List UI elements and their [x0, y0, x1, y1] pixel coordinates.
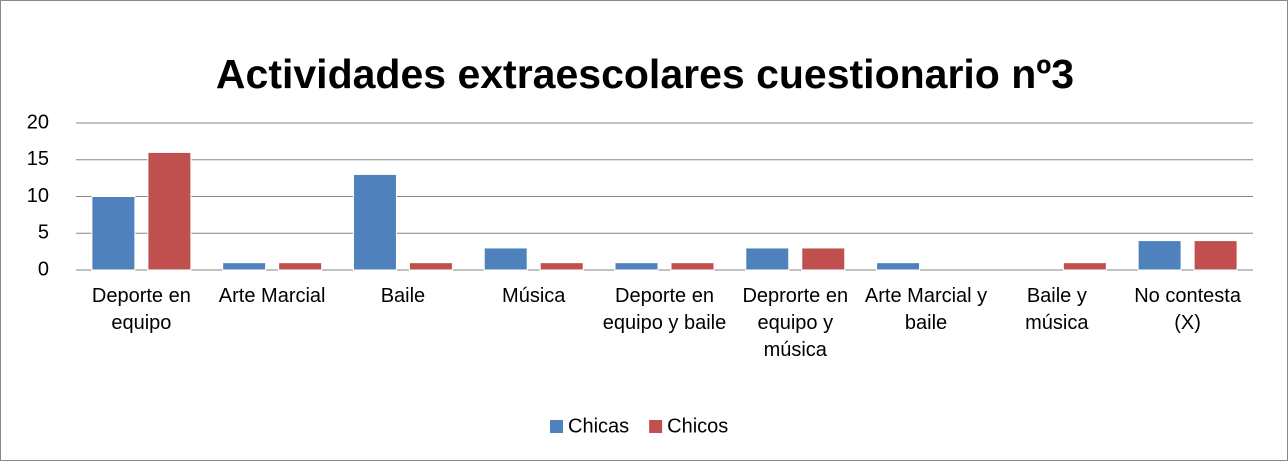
bar [745, 247, 790, 271]
bar [408, 262, 453, 271]
x-tick-label: Deporte en equipo y baile [602, 285, 727, 334]
bar [1193, 240, 1238, 271]
x-tick-label: Baile [380, 285, 426, 307]
x-tick-label: Arte Marcial [218, 285, 326, 307]
bar [1137, 240, 1182, 271]
y-tick-label: 0 [38, 258, 49, 280]
x-tick-label: Baile y música [1025, 285, 1089, 334]
x-tick-label: Música [502, 285, 566, 307]
bar [801, 247, 846, 271]
x-tick-label: Deporte en equipo [91, 285, 191, 334]
bar [483, 247, 528, 271]
bar [1062, 262, 1107, 271]
bar [91, 196, 136, 271]
bar [876, 262, 921, 271]
legend-label: Chicos [667, 415, 728, 437]
bar [539, 262, 584, 271]
x-tick-label: Arte Marcial y baile [864, 285, 988, 334]
y-tick-label: 10 [27, 185, 49, 207]
y-tick-label: 15 [27, 148, 49, 170]
y-tick-label: 20 [27, 111, 49, 133]
x-tick-label: Deprorte en equipo y música [742, 285, 849, 361]
legend-label: Chicas [568, 415, 629, 437]
chart-title: Actividades extraescolares cuestionario … [216, 51, 1074, 97]
bar [147, 151, 192, 271]
legend-swatch [550, 420, 563, 433]
bar [278, 262, 323, 271]
x-tick-label: No contesta (X) [1134, 285, 1241, 334]
bar [614, 262, 659, 271]
bar [670, 262, 715, 271]
legend-swatch [649, 420, 663, 433]
bar [352, 173, 397, 271]
bar [222, 262, 267, 271]
y-tick-label: 5 [38, 222, 49, 244]
